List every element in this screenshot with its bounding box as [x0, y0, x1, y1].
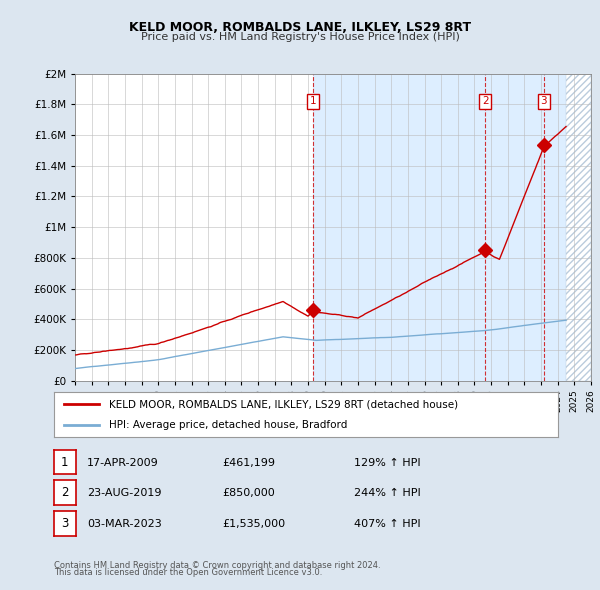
Bar	[566, 74, 591, 381]
Text: 2: 2	[61, 486, 68, 499]
Text: KELD MOOR, ROMBALDS LANE, ILKLEY, LS29 8RT (detached house): KELD MOOR, ROMBALDS LANE, ILKLEY, LS29 8…	[109, 399, 458, 409]
Text: £1,535,000: £1,535,000	[222, 519, 285, 529]
Text: £461,199: £461,199	[222, 458, 275, 468]
Text: 3: 3	[541, 96, 547, 106]
Text: 03-MAR-2023: 03-MAR-2023	[87, 519, 162, 529]
Text: 3: 3	[61, 517, 68, 530]
Bar	[313, 74, 566, 381]
Text: This data is licensed under the Open Government Licence v3.0.: This data is licensed under the Open Gov…	[54, 568, 322, 577]
Text: 23-AUG-2019: 23-AUG-2019	[87, 489, 161, 499]
Text: 1: 1	[310, 96, 316, 106]
Text: 1: 1	[61, 455, 68, 468]
Text: 244% ↑ HPI: 244% ↑ HPI	[354, 489, 421, 499]
Text: 2: 2	[482, 96, 488, 106]
Text: 129% ↑ HPI: 129% ↑ HPI	[354, 458, 421, 468]
Text: 407% ↑ HPI: 407% ↑ HPI	[354, 519, 421, 529]
Text: Price paid vs. HM Land Registry's House Price Index (HPI): Price paid vs. HM Land Registry's House …	[140, 32, 460, 42]
Text: £850,000: £850,000	[222, 489, 275, 499]
Text: 17-APR-2009: 17-APR-2009	[87, 458, 159, 468]
Text: HPI: Average price, detached house, Bradford: HPI: Average price, detached house, Brad…	[109, 419, 348, 430]
Text: KELD MOOR, ROMBALDS LANE, ILKLEY, LS29 8RT: KELD MOOR, ROMBALDS LANE, ILKLEY, LS29 8…	[129, 21, 471, 34]
Text: Contains HM Land Registry data © Crown copyright and database right 2024.: Contains HM Land Registry data © Crown c…	[54, 561, 380, 570]
Bar	[566, 74, 591, 381]
